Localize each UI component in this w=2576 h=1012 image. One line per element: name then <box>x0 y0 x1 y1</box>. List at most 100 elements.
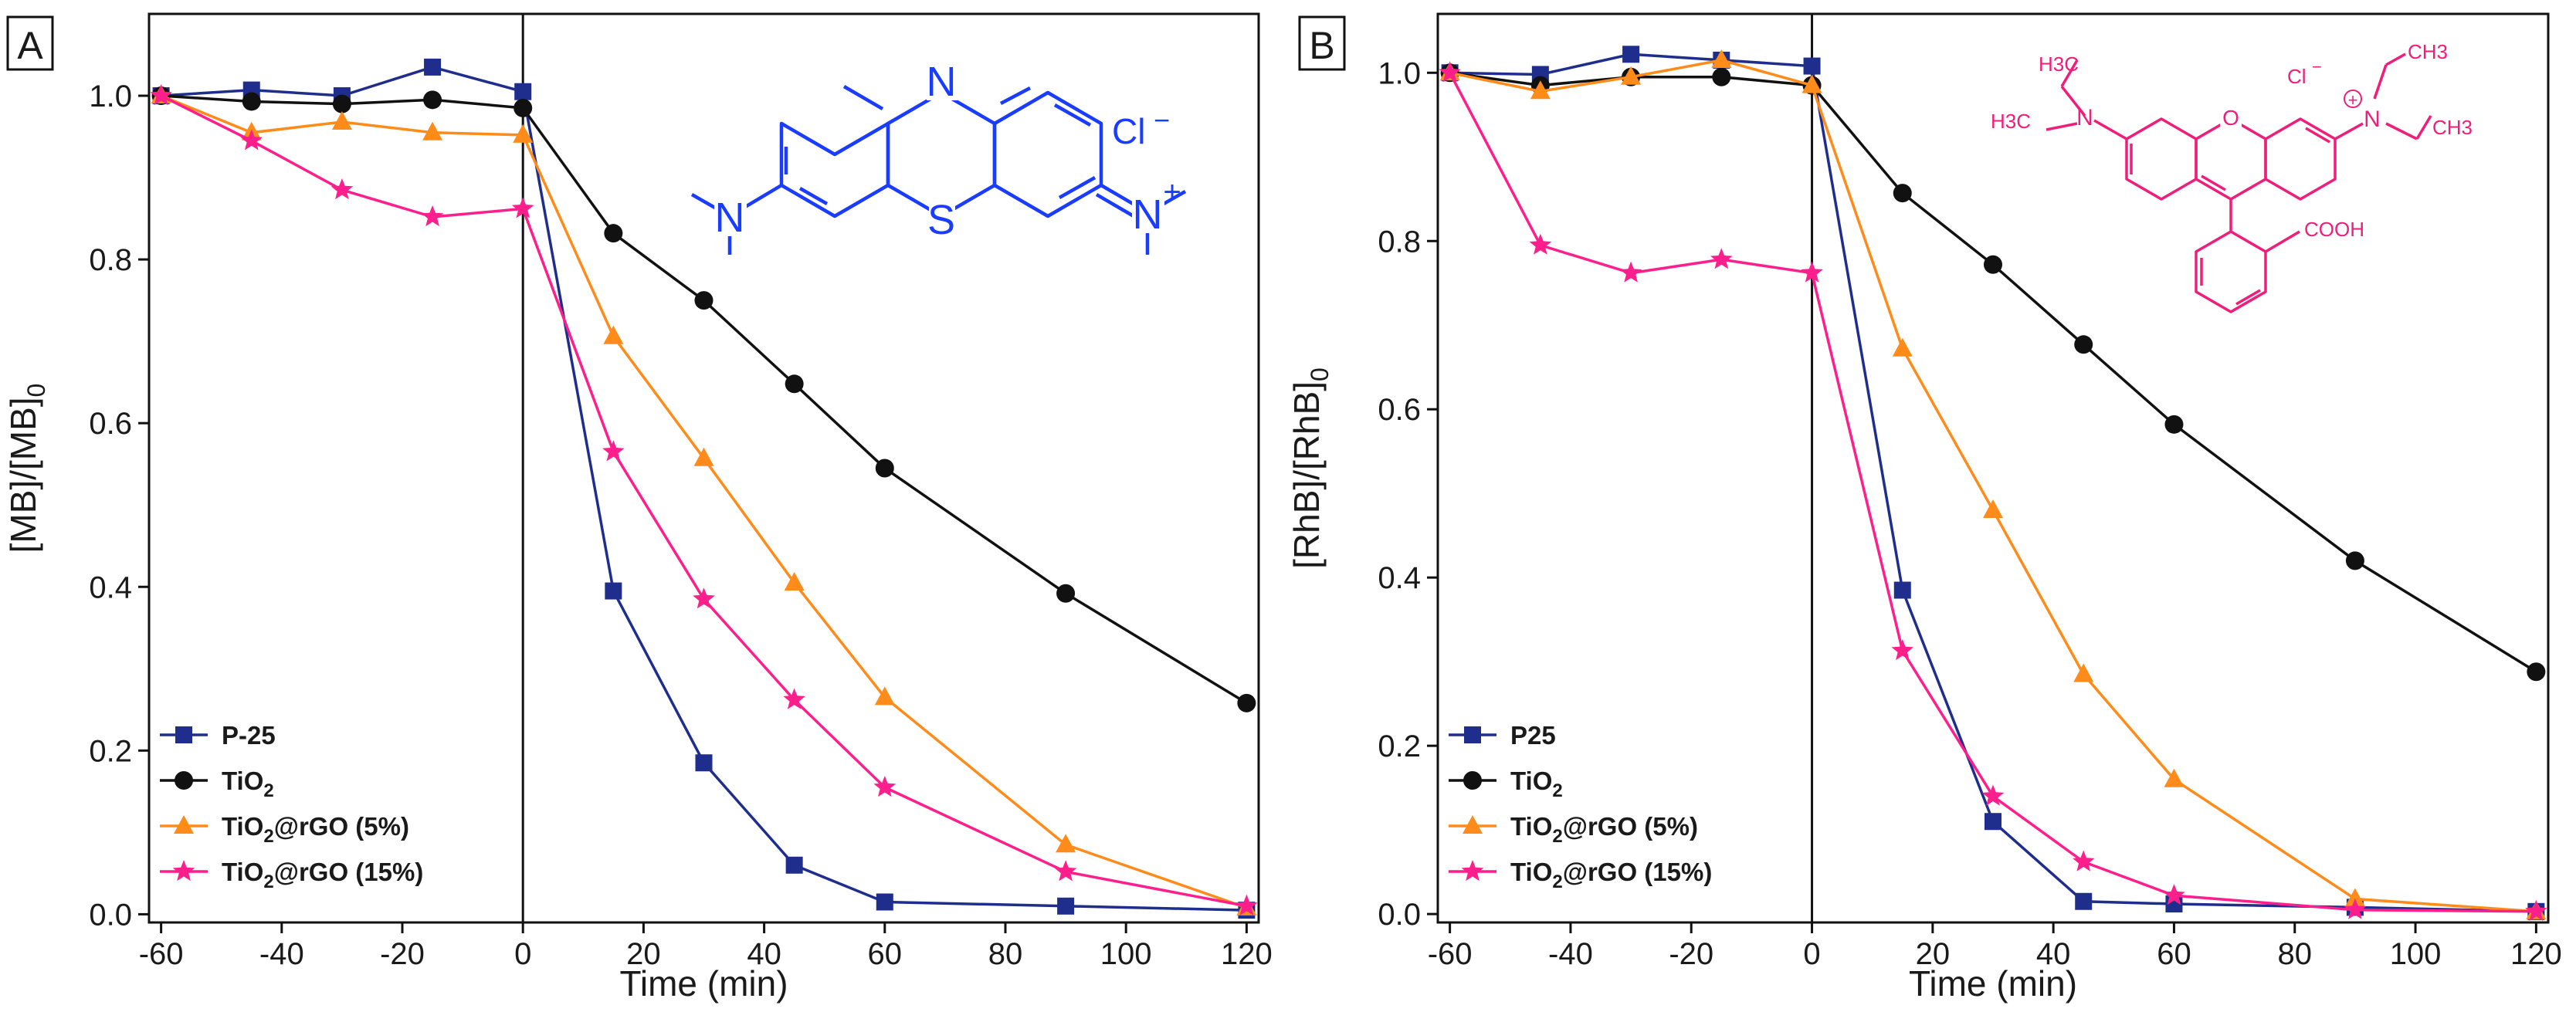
panel-a-series-2 <box>151 85 1257 916</box>
x-tick-label: -20 <box>380 937 425 971</box>
square-marker <box>424 58 442 76</box>
star-marker <box>1235 894 1258 916</box>
circle-marker <box>1237 693 1256 712</box>
triangle-marker <box>784 571 805 591</box>
rhb-plus: + <box>2348 90 2358 110</box>
triangle-marker <box>1621 66 1642 85</box>
x-tick-label: -60 <box>139 937 184 971</box>
mb-n-right: N <box>1133 191 1163 238</box>
star-marker <box>602 440 625 462</box>
square-marker <box>1803 57 1821 75</box>
square-marker <box>1464 726 1481 743</box>
square-marker <box>605 582 622 600</box>
star-marker <box>1439 61 1461 83</box>
x-tick-label: 20 <box>1916 937 1951 971</box>
star-marker <box>873 776 897 797</box>
y-tick-label: 0.0 <box>1378 898 1421 932</box>
x-tick-label: 120 <box>1221 937 1273 971</box>
star-marker <box>1710 248 1733 269</box>
y-tick-label: 0.8 <box>1378 225 1421 259</box>
panel-a-series-0 <box>152 58 1256 919</box>
panel-b-series-2 <box>1439 49 2547 919</box>
rhb-ch3-right: CH3 <box>2432 116 2473 139</box>
series-line <box>1449 71 2537 673</box>
x-axis-title: Time (min) <box>619 963 788 1004</box>
x-tick-label: -60 <box>1428 937 1473 971</box>
x-tick-label: 100 <box>1100 937 1152 971</box>
star-marker <box>1891 639 1913 661</box>
star-marker <box>1054 860 1077 882</box>
x-tick-label: 120 <box>2510 937 2562 971</box>
panel-b-label: B <box>1309 24 1334 67</box>
mb-cl-charge: − <box>1154 104 1170 136</box>
legend-item: P25 <box>1449 721 1556 750</box>
y-axis-title: [MB]/[MB]0 <box>3 384 50 553</box>
y-tick-label: 0.8 <box>89 243 132 277</box>
square-marker <box>2075 892 2093 910</box>
y-tick-label: 0.4 <box>1378 561 1421 595</box>
mb-n-top: N <box>927 59 957 105</box>
star-marker <box>2073 850 2095 872</box>
legend-label: P-25 <box>222 721 276 750</box>
star-marker <box>1981 784 2005 806</box>
rhb-cl-charge: − <box>2312 57 2322 76</box>
star-marker <box>1801 261 1823 283</box>
legend-item: TiO2 <box>1449 767 1563 801</box>
square-marker <box>1985 813 2001 831</box>
panel-a-label: A <box>17 24 43 67</box>
x-tick-label: 40 <box>747 937 781 971</box>
rhb-h3c-left: H3C <box>1991 110 2031 133</box>
x-tick-label: 80 <box>988 937 1023 971</box>
legend-item: P-25 <box>160 721 276 750</box>
square-marker <box>1622 46 1640 63</box>
triangle-marker <box>693 447 714 466</box>
circle-marker <box>785 374 804 394</box>
triangle-marker <box>1802 74 1822 93</box>
x-tick-label: 40 <box>2036 937 2071 971</box>
legend-label: TiO2 <box>222 767 274 801</box>
circle-marker <box>694 291 713 310</box>
rhb-h3c-top: H3C <box>2039 52 2079 76</box>
panel-a-legend: P-25 TiO2 TiO2@rGO (5%) TiO2@rGO (15%) <box>160 721 423 892</box>
triangle-marker <box>2344 888 2365 907</box>
x-tick-label: 0 <box>514 937 531 971</box>
circle-marker <box>2345 551 2364 570</box>
star-marker <box>150 84 172 106</box>
star-marker <box>2163 884 2185 905</box>
x-tick-label: 60 <box>868 937 903 971</box>
square-marker <box>876 893 893 911</box>
circle-marker <box>1056 584 1076 603</box>
series-line <box>161 94 1248 705</box>
y-tick-label: 0.6 <box>89 407 132 441</box>
mb-plus: + <box>1163 175 1181 209</box>
triangle-marker <box>513 124 534 143</box>
star-marker <box>693 587 715 609</box>
circle-marker <box>2527 662 2546 682</box>
star-marker <box>2344 898 2367 919</box>
square-marker <box>1893 581 1911 599</box>
triangle-marker <box>331 110 352 130</box>
rhb-n-left: N <box>2076 105 2093 130</box>
methylene-blue-labels: N S N N + Cl − <box>714 59 1181 243</box>
star-marker <box>421 205 444 227</box>
circle-marker <box>514 98 533 117</box>
y-tick-label: 1.0 <box>89 80 132 113</box>
series-line <box>160 94 1247 908</box>
circle-marker <box>2164 415 2184 434</box>
x-tick-label: 60 <box>2157 937 2191 971</box>
x-tick-label: -20 <box>1669 937 1713 971</box>
square-marker <box>695 754 713 772</box>
star-marker <box>1461 860 1484 882</box>
rhb-cl: Cl <box>2287 65 2307 88</box>
star-marker <box>1619 261 1642 283</box>
square-marker <box>785 856 803 874</box>
x-tick-label: 100 <box>2390 937 2442 971</box>
star-marker <box>330 178 354 200</box>
panel-a-label-box <box>6 15 54 71</box>
triangle-marker <box>2073 663 2094 682</box>
square-marker <box>175 726 192 743</box>
y-tick-label: 0.4 <box>89 570 132 604</box>
legend-label: TiO2@rGO (5%) <box>1510 812 1698 847</box>
triangle-marker <box>603 325 624 344</box>
